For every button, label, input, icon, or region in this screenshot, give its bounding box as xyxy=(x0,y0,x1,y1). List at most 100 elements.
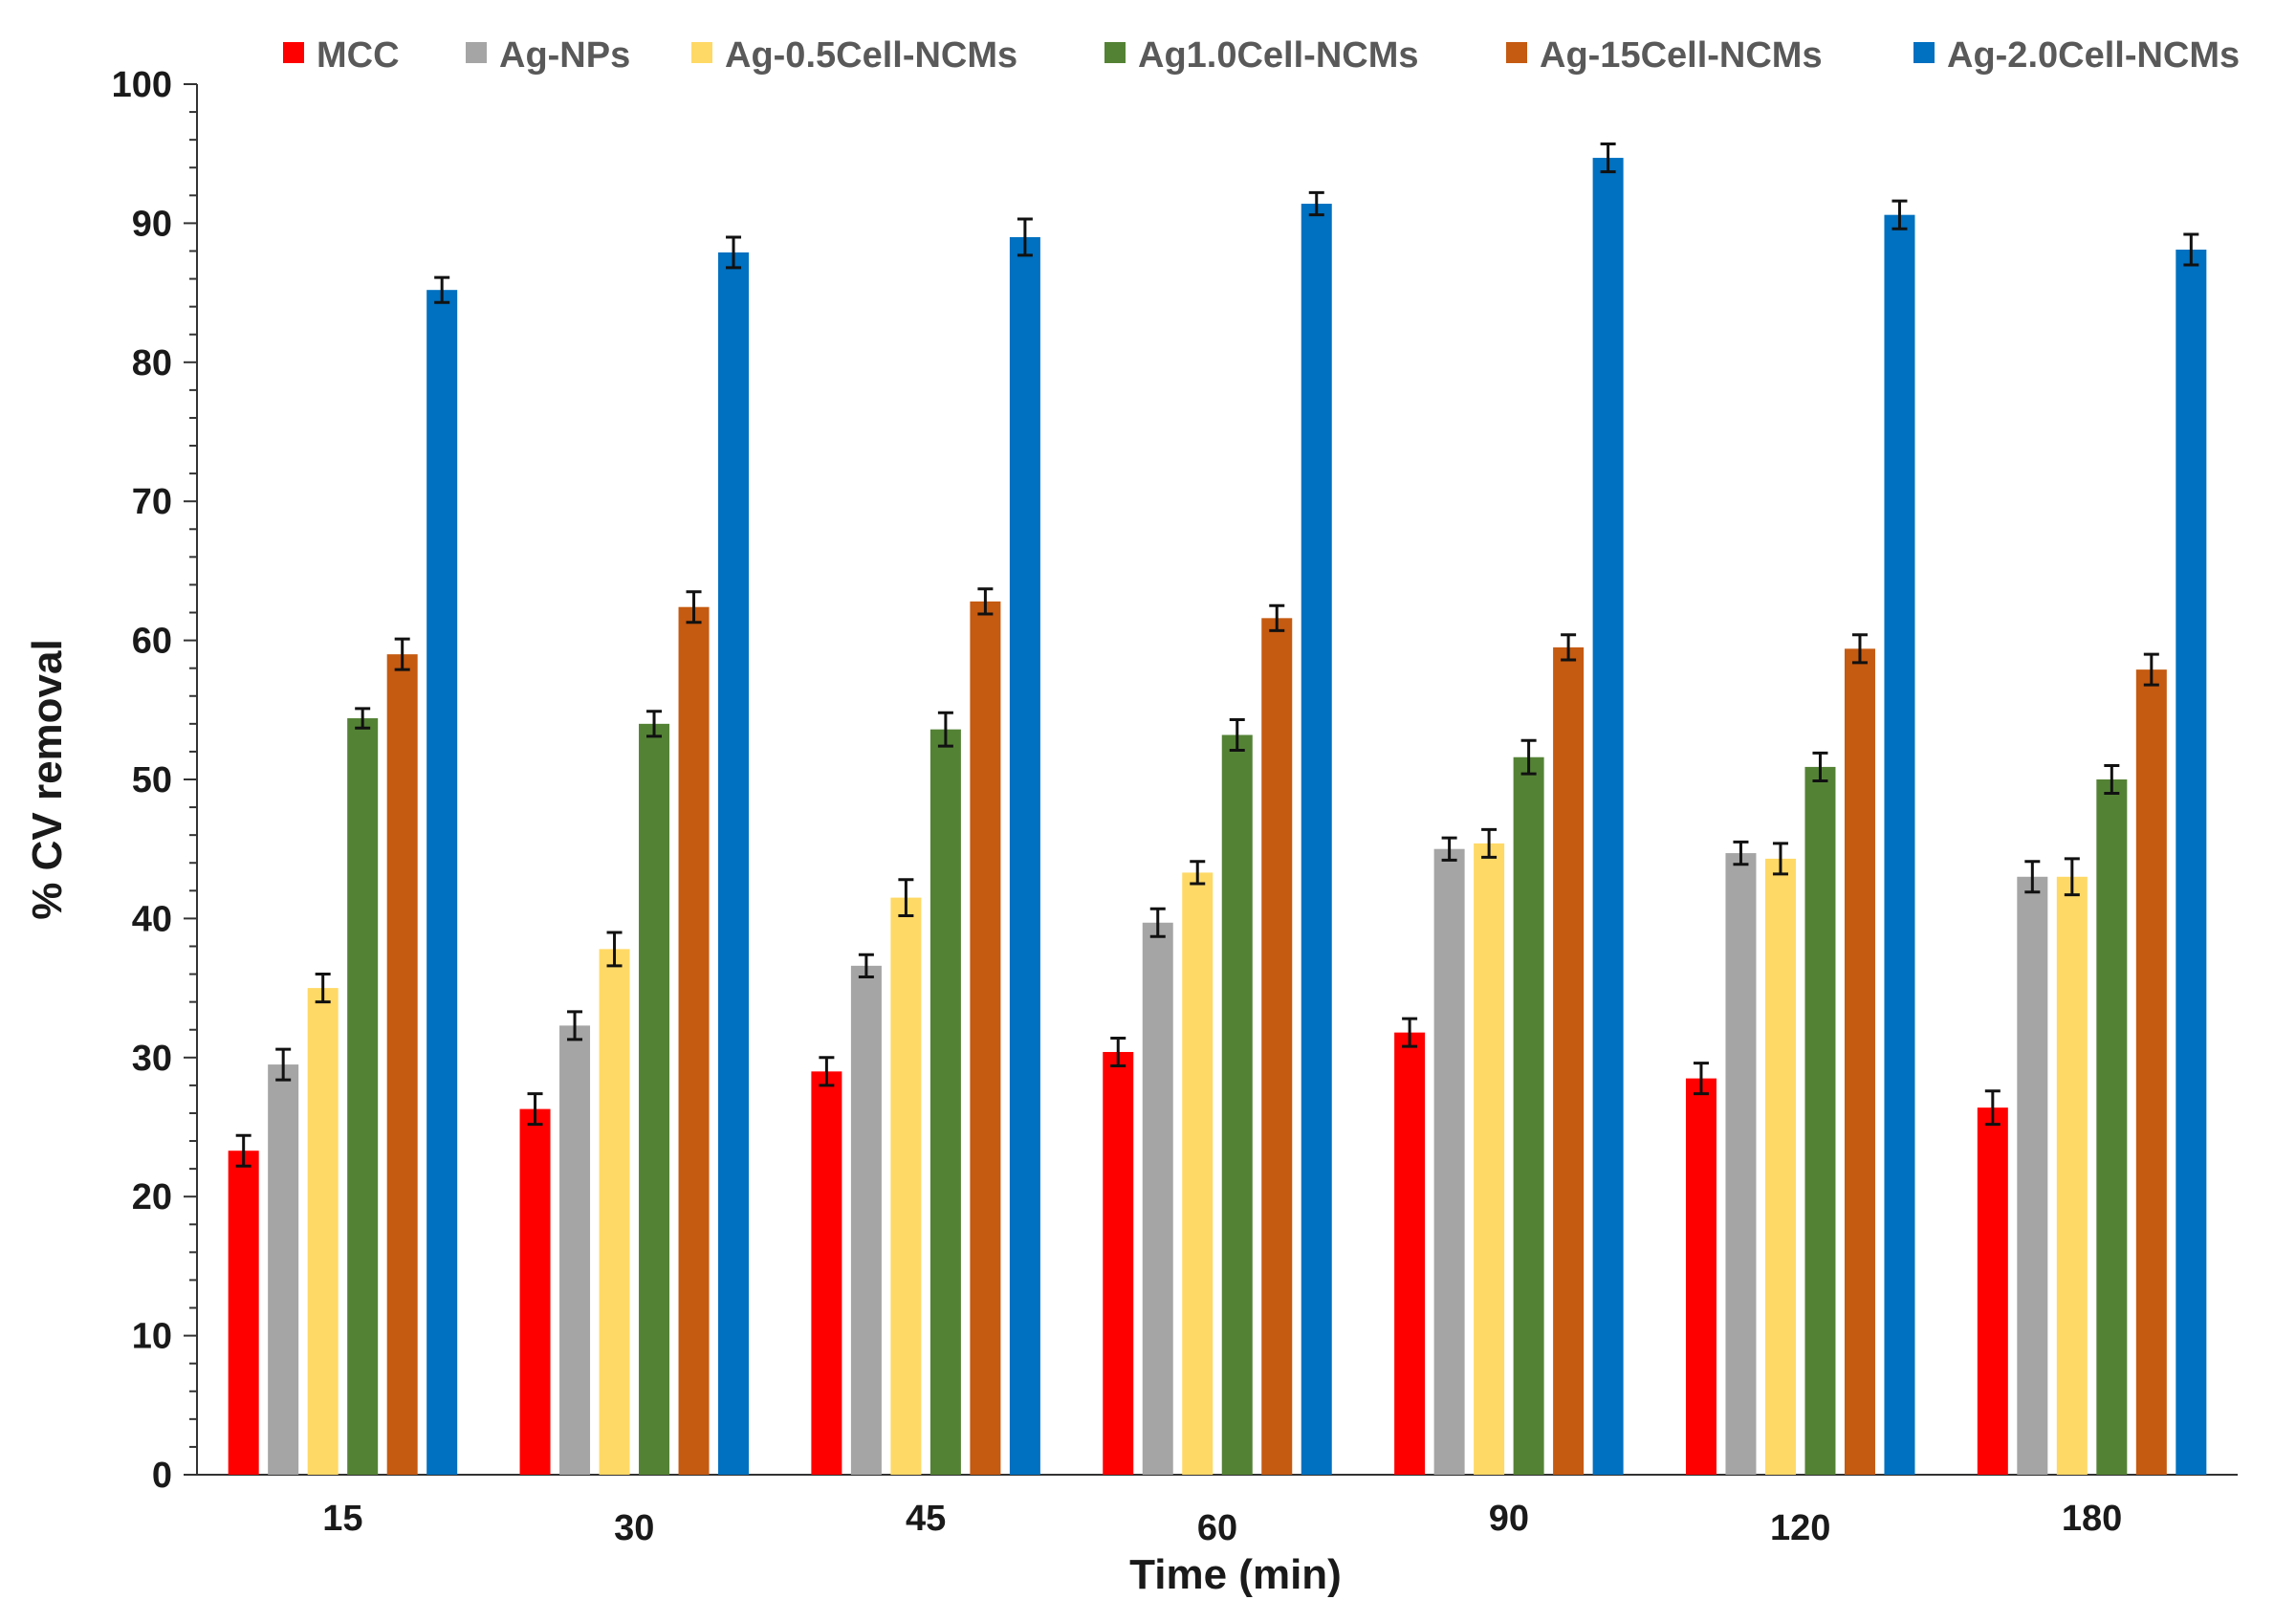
error-bar xyxy=(1110,1036,1126,1068)
bar xyxy=(1142,922,1173,1475)
error-bar xyxy=(394,637,410,671)
error-bar xyxy=(1269,603,1285,632)
y-tick-label: 60 xyxy=(132,622,172,662)
bar xyxy=(1764,858,1796,1475)
y-tick-label: 100 xyxy=(112,65,172,105)
y-tick-label: 20 xyxy=(132,1177,172,1217)
bar xyxy=(2096,779,2128,1475)
y-tick-label: 0 xyxy=(152,1456,172,1496)
bar xyxy=(890,897,922,1475)
y-axis: 0 10 20 30 40 50 60 70 80 90 100 xyxy=(112,65,198,1496)
error-bar xyxy=(1308,190,1324,217)
error-bars-layer xyxy=(235,142,2199,1168)
bar xyxy=(1221,734,1253,1475)
error-bar xyxy=(606,931,623,968)
y-tick-label: 40 xyxy=(132,899,172,939)
legend-swatch xyxy=(466,42,487,63)
legend-item: Ag-0.5Cell-NCMs xyxy=(691,35,1017,76)
error-bar xyxy=(1812,751,1828,782)
error-bar xyxy=(1402,1017,1418,1048)
error-bar xyxy=(2104,763,2120,796)
bar xyxy=(268,1064,299,1475)
error-bar xyxy=(235,1133,251,1168)
error-bar xyxy=(1600,142,1616,174)
x-tick-label: 45 xyxy=(906,1499,946,1539)
bar xyxy=(678,606,710,1475)
bar xyxy=(1685,1078,1717,1475)
bar xyxy=(1592,158,1624,1475)
error-bar xyxy=(275,1047,292,1082)
bar xyxy=(1553,647,1585,1475)
legend-swatch xyxy=(283,42,304,63)
legend-label: Ag-NPs xyxy=(499,35,630,76)
error-bar xyxy=(1851,633,1868,665)
legend-swatch xyxy=(691,42,712,63)
x-tick-label: 90 xyxy=(1489,1499,1529,1539)
legend-label: Ag-2.0Cell-NCMs xyxy=(1947,35,2240,76)
legend-swatch xyxy=(1506,42,1527,63)
bar xyxy=(559,1025,591,1475)
legend-label: Ag-0.5Cell-NCMs xyxy=(725,35,1017,76)
bar xyxy=(1301,204,1332,1476)
legend-item: Ag-15Cell-NCMs xyxy=(1506,35,1823,76)
error-bar xyxy=(2064,857,2080,897)
legend-item: Ag-2.0Cell-NCMs xyxy=(1913,35,2240,76)
legend-item: Ag-NPs xyxy=(466,35,630,76)
bar xyxy=(850,965,882,1475)
legend-item: MCC xyxy=(283,35,400,76)
x-tick-label: 60 xyxy=(1197,1508,1237,1548)
bar xyxy=(1804,766,1836,1475)
bar xyxy=(519,1108,551,1475)
error-bar xyxy=(937,711,953,748)
error-bar xyxy=(726,235,742,270)
error-bar xyxy=(819,1056,835,1087)
bar xyxy=(811,1071,842,1475)
bar xyxy=(970,601,1001,1475)
error-bar xyxy=(355,707,371,730)
bar xyxy=(1182,872,1214,1475)
x-tick-label: 120 xyxy=(1770,1508,1830,1548)
bars-layer xyxy=(228,158,2207,1476)
bar xyxy=(2135,669,2167,1475)
error-bar xyxy=(1772,842,1788,876)
bar xyxy=(228,1151,259,1475)
legend-swatch xyxy=(1913,42,1935,63)
bar xyxy=(639,723,670,1475)
error-bar xyxy=(2183,232,2199,267)
legend-label: Ag1.0Cell-NCMs xyxy=(1138,35,1419,76)
error-bar xyxy=(1984,1089,2001,1127)
error-bar xyxy=(2143,652,2159,687)
error-bar xyxy=(1693,1062,1709,1096)
bar xyxy=(2056,876,2088,1475)
error-bar xyxy=(1017,217,1033,257)
error-bar xyxy=(527,1092,543,1127)
x-axis-title: Time (min) xyxy=(1129,1551,1342,1598)
y-tick-label: 50 xyxy=(132,760,172,800)
error-bar xyxy=(646,710,663,738)
error-bar xyxy=(1481,827,1498,859)
bar xyxy=(1103,1051,1134,1475)
x-tick-label: 180 xyxy=(2062,1499,2122,1539)
bar xyxy=(2176,250,2207,1475)
bar xyxy=(718,252,750,1476)
bar xyxy=(386,654,418,1475)
bar xyxy=(1513,756,1544,1475)
y-tick-label: 70 xyxy=(132,482,172,522)
error-bar xyxy=(1149,907,1166,938)
bar xyxy=(1433,848,1465,1475)
y-axis-title: % CV removal xyxy=(24,639,71,919)
bar xyxy=(1725,853,1757,1475)
legend-label: MCC xyxy=(317,35,400,76)
legend: MCC Ag-NPs Ag-0.5Cell-NCMs Ag1.0Cell-NCMs Ag… xyxy=(283,35,2240,76)
bar xyxy=(1884,214,1915,1475)
error-bar xyxy=(977,587,994,616)
error-bar xyxy=(1561,633,1577,662)
error-bar xyxy=(1190,860,1206,886)
error-bar xyxy=(1520,738,1537,776)
legend-swatch xyxy=(1104,42,1126,63)
error-bar xyxy=(858,953,874,978)
legend-label: Ag-15Cell-NCMs xyxy=(1540,35,1823,76)
bar xyxy=(1394,1032,1426,1475)
error-bar xyxy=(1441,836,1457,862)
y-tick-label: 90 xyxy=(132,204,172,244)
